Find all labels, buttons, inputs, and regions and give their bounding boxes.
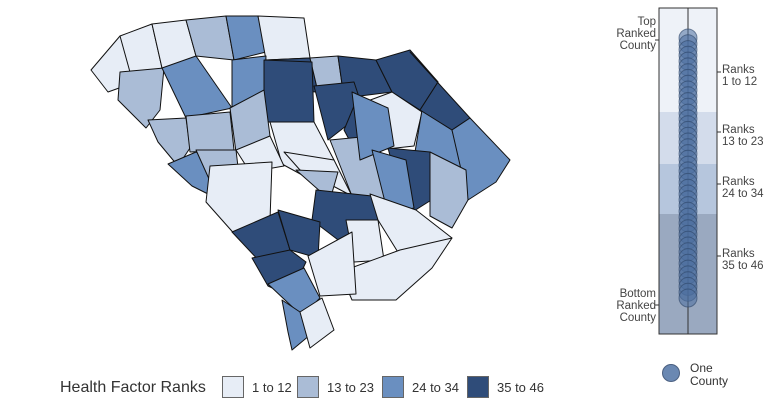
band-label-1: Ranks 1 to 12 xyxy=(722,64,758,88)
bottom-ranked-label: Bottom Ranked County xyxy=(616,288,656,324)
county-georgetown xyxy=(429,151,469,229)
rank-strip-chart xyxy=(655,7,721,335)
legend-label-3: 24 to 34 xyxy=(412,380,459,395)
county-jasper xyxy=(281,299,317,351)
county-beaufort xyxy=(299,297,335,349)
county-colleton xyxy=(307,231,357,297)
county-clarendon xyxy=(371,149,415,215)
county-anderson xyxy=(117,67,165,129)
county-laurens xyxy=(161,55,233,119)
legend-swatch-1 xyxy=(222,376,244,398)
band-label-3: Ranks 24 to 34 xyxy=(722,176,764,200)
legend-swatch-2 xyxy=(297,376,319,398)
band-label-2: Ranks 13 to 23 xyxy=(722,124,764,148)
one-county-legend-dot xyxy=(662,364,680,382)
rank-strip-panel: Top Ranked County Bottom Ranked County R… xyxy=(590,0,775,402)
county-sumter xyxy=(351,91,395,161)
county-charleston xyxy=(339,237,453,301)
legend-title: Health Factor Ranks xyxy=(60,379,206,396)
legend-swatch-3 xyxy=(382,376,404,398)
band-label-4: Ranks 35 to 46 xyxy=(722,248,764,272)
legend-label-4: 35 to 46 xyxy=(497,380,544,395)
legend-label-1: 1 to 12 xyxy=(252,380,292,395)
county-chester xyxy=(263,59,315,123)
legend-label-2: 13 to 23 xyxy=(327,380,374,395)
one-county-label: One County xyxy=(690,361,729,388)
south-carolina-county-map xyxy=(90,15,511,351)
county-rank-dot xyxy=(678,288,698,308)
county-york xyxy=(257,15,311,61)
county-greenwood xyxy=(185,111,235,153)
legend-swatch-4 xyxy=(467,376,489,398)
top-ranked-label: Top Ranked County xyxy=(616,16,656,52)
county-marion xyxy=(409,51,471,131)
